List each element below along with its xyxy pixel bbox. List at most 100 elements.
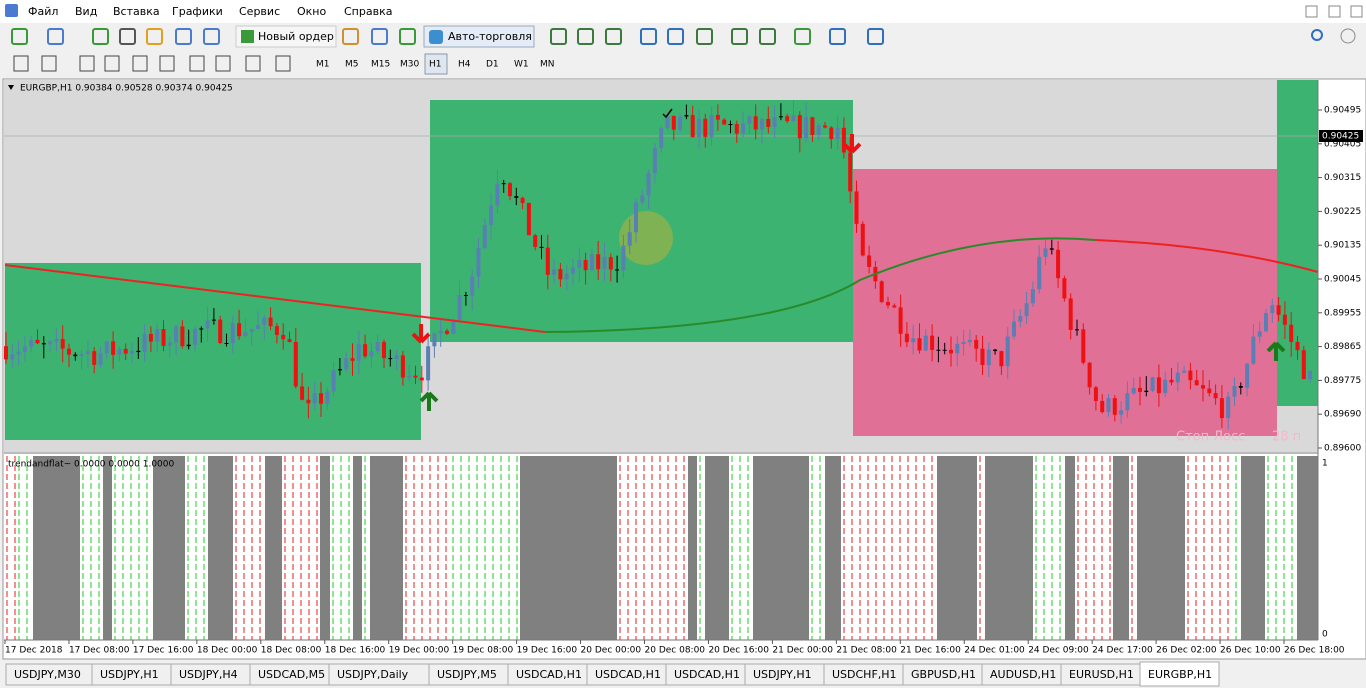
candle-body: [426, 346, 431, 381]
menu-item[interactable]: Сервис: [239, 5, 280, 18]
time-label: 17 Dec 16:00: [133, 646, 194, 656]
candle-body: [451, 320, 456, 334]
trend-zone: [853, 169, 1277, 436]
user-icon[interactable]: [1340, 28, 1356, 44]
candle-body: [627, 232, 632, 246]
candle-body: [148, 333, 153, 342]
toolbar-icon[interactable]: [696, 28, 713, 45]
timeframe-label: H1: [429, 60, 442, 70]
drawing-tool[interactable]: [13, 55, 29, 72]
new-order-label: Новый ордер: [258, 30, 334, 43]
menu-item[interactable]: Графики: [172, 5, 223, 18]
flat-bar: [320, 456, 330, 640]
toolbar-icon[interactable]: [92, 28, 109, 45]
toolbar-icon[interactable]: [146, 28, 163, 45]
toolbar-icon[interactable]: [203, 28, 220, 45]
candle-body: [306, 399, 311, 404]
toolbar-icon[interactable]: [119, 28, 136, 45]
chart-tab[interactable]: [1139, 661, 1220, 687]
candle-body: [974, 339, 979, 349]
tab-label: EURUSD,H1: [1069, 668, 1134, 681]
toolbar-icon[interactable]: [794, 28, 811, 45]
candle-body: [533, 235, 538, 247]
drawing-tool[interactable]: [275, 55, 291, 72]
time-label: 24 Dec 17:00: [1092, 646, 1153, 656]
candle-body: [48, 341, 53, 345]
time-label: 20 Dec 08:00: [645, 646, 706, 656]
price-label: 0.90135: [1324, 241, 1361, 251]
menu-item[interactable]: Окно: [297, 5, 326, 18]
candle-body: [237, 323, 242, 337]
drawing-tool[interactable]: [245, 55, 261, 72]
time-label: 26 Dec 10:00: [1220, 646, 1281, 656]
time-label: 24 Dec 09:00: [1028, 646, 1089, 656]
toolbar-icon[interactable]: [371, 28, 388, 45]
toolbar-icon[interactable]: [47, 28, 64, 45]
candle-body: [205, 320, 210, 329]
toolbar-icon[interactable]: [550, 28, 567, 45]
drawing-tool[interactable]: [41, 55, 57, 72]
toolbar-icon[interactable]: [399, 28, 416, 45]
toolbar-icon[interactable]: [605, 28, 622, 45]
toolbar-icon[interactable]: [731, 28, 748, 45]
menu-item[interactable]: Вставка: [113, 5, 160, 18]
drawing-tool[interactable]: [159, 55, 175, 72]
price-label: 0.90315: [1324, 173, 1361, 183]
candle-body: [186, 344, 191, 347]
candle-body: [1282, 314, 1287, 325]
tab-label: USDJPY,M5: [437, 668, 497, 681]
close-button[interactable]: [1350, 5, 1363, 18]
drawing-tool[interactable]: [215, 55, 231, 72]
toolbar-icon[interactable]: [867, 28, 884, 45]
menu-bar: [0, 0, 1366, 23]
toolbar-icon[interactable]: [175, 28, 192, 45]
candle-body: [778, 116, 783, 118]
signal-arrow: [411, 324, 431, 344]
drawing-tool[interactable]: [104, 55, 120, 72]
auto-trading-button[interactable]: [423, 25, 535, 48]
candle-body: [300, 386, 305, 400]
candle-body: [432, 333, 437, 347]
search-icon[interactable]: [1311, 29, 1323, 41]
drawing-tool[interactable]: [79, 55, 95, 72]
candle-body: [123, 348, 128, 354]
menu-item[interactable]: Справка: [344, 5, 392, 18]
time-axis: 17 Dec 2018 17 Dec 08:00 17 Dec 16:00 18 De…: [4, 640, 1345, 656]
toolbar-icon[interactable]: [667, 28, 684, 45]
candle-body: [1043, 248, 1048, 257]
candle-body: [363, 344, 368, 357]
timeframe-label: H4: [458, 60, 471, 70]
candle-body: [671, 115, 676, 130]
new-order-icon: [241, 30, 254, 43]
toolbar-icon[interactable]: [829, 28, 846, 45]
menu-item[interactable]: Файл: [28, 5, 58, 18]
toolbar-icon[interactable]: [640, 28, 657, 45]
toolbar-icon[interactable]: [11, 28, 28, 45]
toolbar-icon[interactable]: [342, 28, 359, 45]
candle-body: [1106, 398, 1111, 413]
signal-arrow: [1266, 341, 1286, 361]
menu-item[interactable]: Вид: [75, 5, 98, 18]
candle-body: [41, 343, 46, 345]
candle-body: [388, 358, 393, 360]
candle-body: [413, 375, 418, 378]
candle-body: [508, 183, 512, 197]
time-label: 21 Dec 16:00: [900, 646, 961, 656]
toolbar-icon[interactable]: [759, 28, 776, 45]
price-label: 0.90045: [1324, 275, 1361, 285]
candle-body: [659, 128, 664, 149]
new-order-button[interactable]: [235, 25, 337, 48]
candle-body: [476, 248, 481, 277]
drawing-tool[interactable]: [132, 55, 148, 72]
drawing-tool[interactable]: [189, 55, 205, 72]
restore-button[interactable]: [1328, 5, 1341, 18]
minimize-button[interactable]: [1305, 5, 1318, 18]
candle-body: [281, 334, 286, 340]
toolbar-icon[interactable]: [577, 28, 594, 45]
candle-body: [1119, 410, 1124, 415]
candle-body: [1112, 398, 1117, 415]
check-mark: [662, 108, 673, 119]
timeframe-button[interactable]: [424, 53, 448, 75]
candle-body: [747, 116, 752, 124]
